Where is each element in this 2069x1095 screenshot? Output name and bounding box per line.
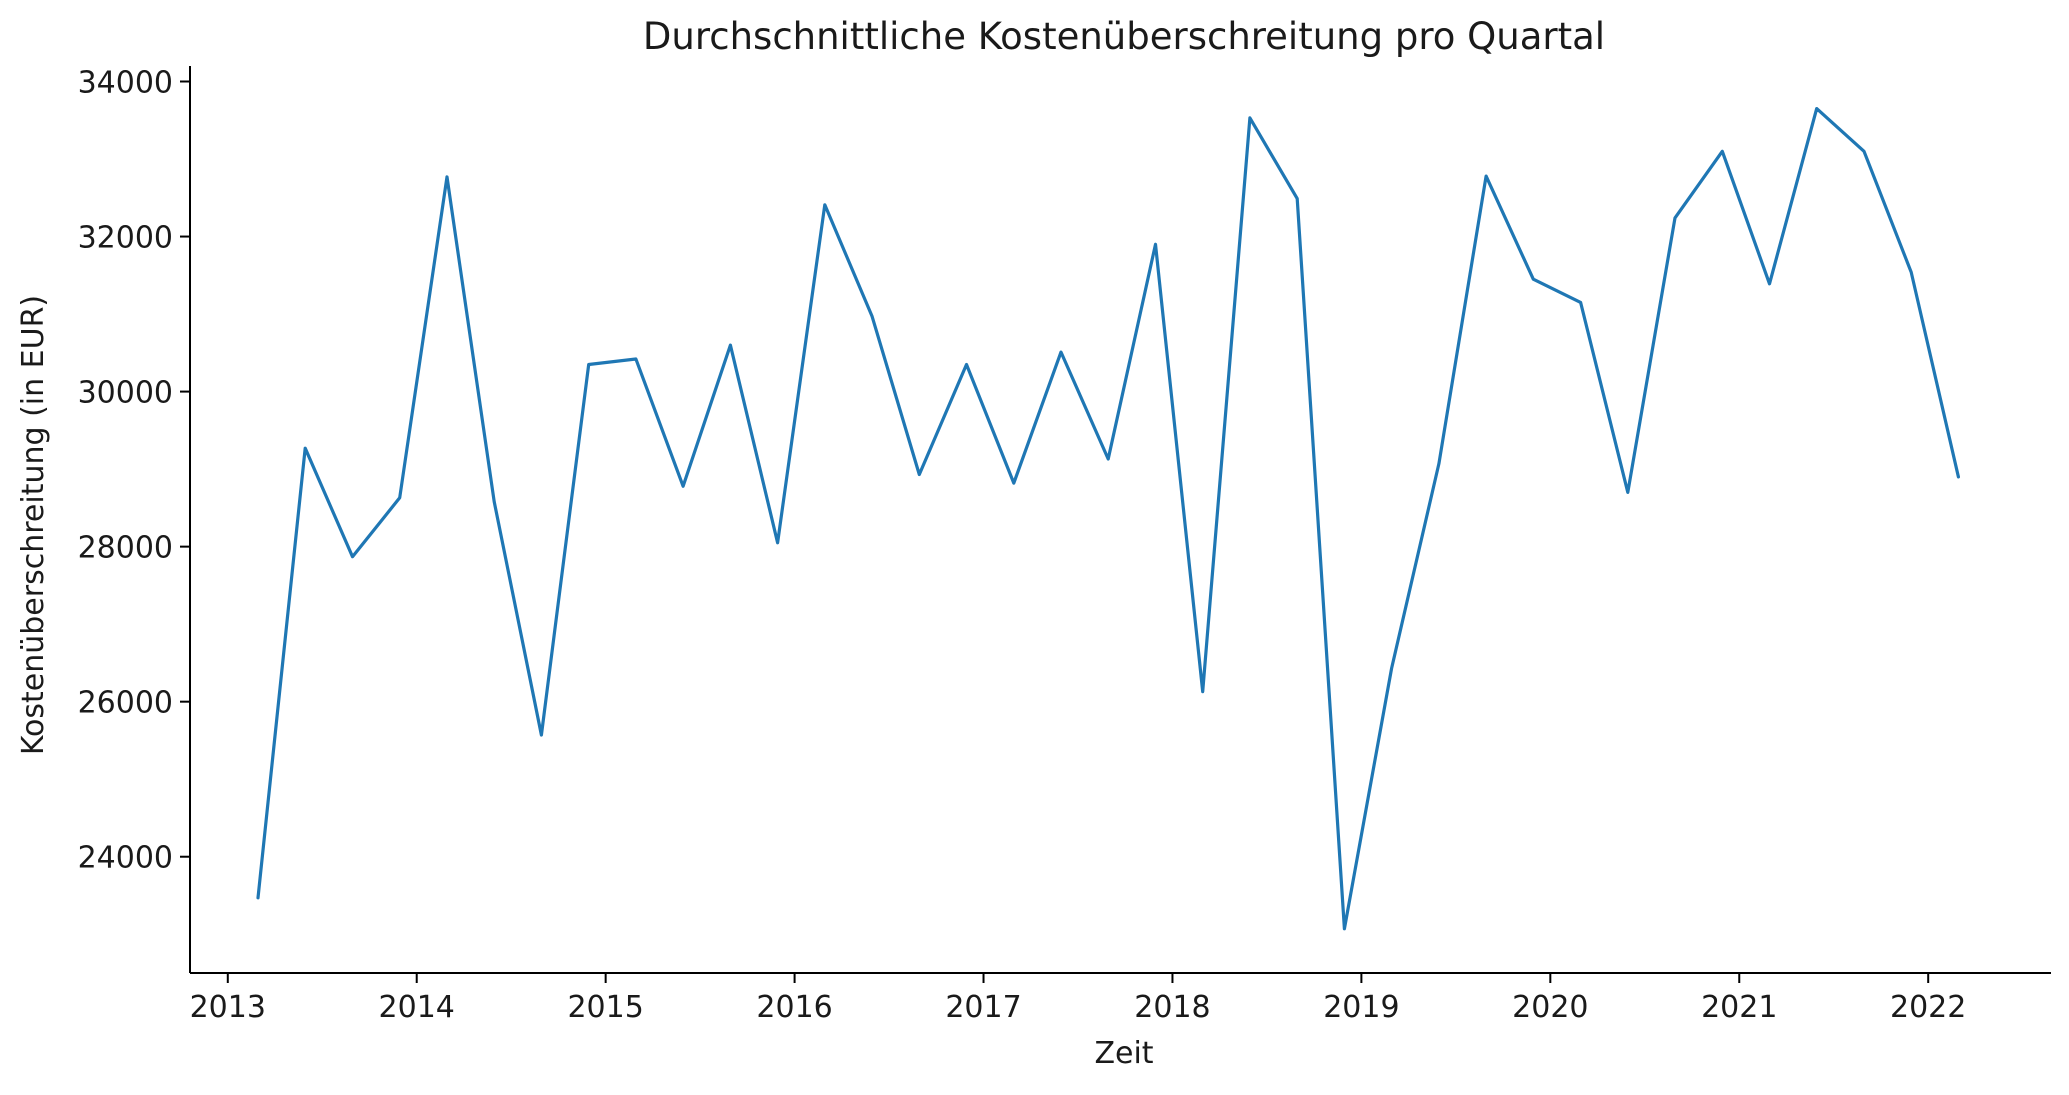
data-point xyxy=(1626,490,1630,494)
data-point xyxy=(587,363,591,367)
y-tick-label: 26000 xyxy=(78,686,173,721)
data-point xyxy=(823,203,827,207)
x-tick-label: 2020 xyxy=(1512,990,1588,1025)
data-point xyxy=(870,314,874,318)
axes: 2013 2014 2015 2016 2017 2018 2019 2020 2021 2022… xyxy=(78,66,2051,1025)
data-point xyxy=(1956,475,1960,479)
series-layer xyxy=(256,106,1961,931)
y-tick-label: 24000 xyxy=(78,841,173,876)
data-point xyxy=(1673,216,1677,220)
data-point xyxy=(1201,690,1205,694)
x-axis-label: Zeit xyxy=(1094,1036,1153,1071)
data-point xyxy=(776,541,780,545)
x-tick-label: 2022 xyxy=(1890,990,1966,1025)
data-point xyxy=(1768,282,1772,286)
data-point xyxy=(681,484,685,488)
data-point xyxy=(256,896,260,900)
data-point xyxy=(1484,174,1488,178)
data-point xyxy=(492,500,496,504)
data-point xyxy=(351,555,355,559)
data-point xyxy=(539,733,543,737)
x-tick-label: 2016 xyxy=(756,990,832,1025)
data-point xyxy=(398,496,402,500)
data-point xyxy=(303,446,307,450)
data-point xyxy=(1390,666,1394,670)
x-tick-label: 2015 xyxy=(567,990,643,1025)
x-tick-label: 2017 xyxy=(945,990,1021,1025)
data-point xyxy=(1531,277,1535,281)
series-line xyxy=(256,106,1961,931)
data-point xyxy=(1154,242,1158,246)
data-point xyxy=(1059,350,1063,354)
x-tick-label: 2021 xyxy=(1701,990,1777,1025)
data-point xyxy=(1012,481,1016,485)
x-tick-label: 2013 xyxy=(190,990,266,1025)
data-point xyxy=(1815,107,1819,111)
y-tick-label: 28000 xyxy=(78,531,173,566)
y-axis-label: Kostenüberschreitung (in EUR) xyxy=(16,295,51,755)
data-point xyxy=(1862,149,1866,153)
chart-title: Durchschnittliche Kostenüberschreitung p… xyxy=(643,15,1605,58)
data-point xyxy=(1342,927,1346,931)
data-point xyxy=(1720,149,1724,153)
data-point xyxy=(1909,270,1913,274)
data-point xyxy=(965,363,969,367)
data-point xyxy=(1248,116,1252,120)
x-tick-label: 2019 xyxy=(1323,990,1399,1025)
x-tick-label: 2014 xyxy=(379,990,455,1025)
data-point xyxy=(1579,300,1583,304)
data-point xyxy=(1106,457,1110,461)
y-tick-label: 34000 xyxy=(78,66,173,101)
data-point xyxy=(1295,197,1299,201)
data-point xyxy=(634,357,638,361)
y-tick-label: 32000 xyxy=(78,221,173,256)
data-point xyxy=(917,473,921,477)
data-point xyxy=(1437,462,1441,466)
x-tick-label: 2018 xyxy=(1134,990,1210,1025)
data-point xyxy=(445,175,449,179)
data-point xyxy=(728,343,732,347)
y-tick-label: 30000 xyxy=(78,376,173,411)
